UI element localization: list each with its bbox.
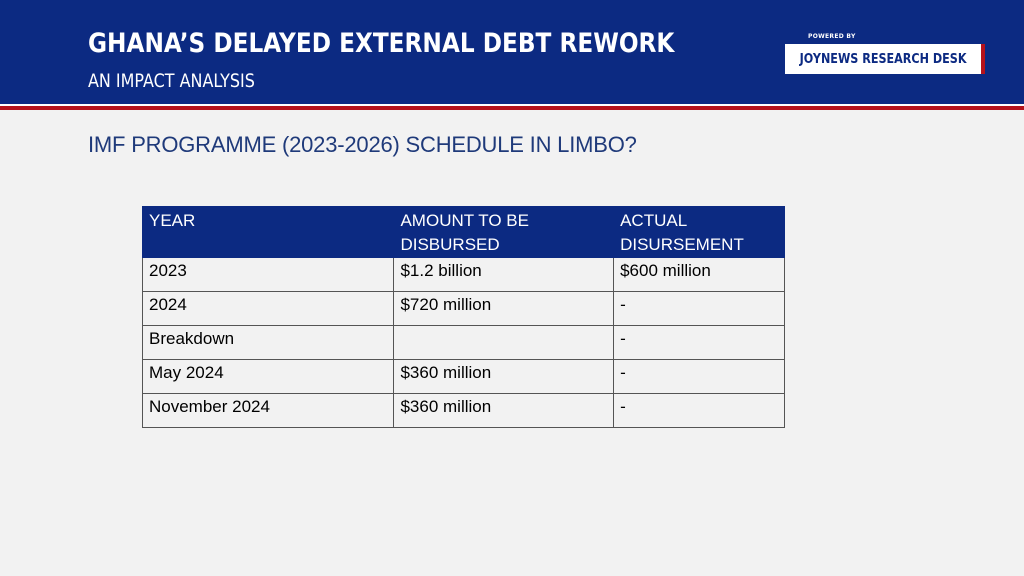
cell-year: 2024 [141,291,395,326]
table-row: 2023 $1.2 billion $600 million [141,257,785,292]
cell-year: May 2024 [141,359,395,394]
column-header-actual: ACTUAL DISURSEMENT [613,206,785,258]
cell-actual: - [613,359,785,394]
column-header-year: YEAR [141,206,395,258]
cell-actual: $600 million [613,257,785,292]
table-row: Breakdown - [141,325,785,360]
cell-amount: $1.2 billion [393,257,615,292]
table-row: 2024 $720 million - [141,291,785,326]
powered-by-label: POWERED BY [808,33,856,40]
page-subtitle: AN IMPACT ANALYSIS [88,70,255,92]
cell-year: November 2024 [141,393,395,428]
cell-amount [393,325,615,360]
cell-actual: - [613,291,785,326]
section-heading: IMF PROGRAMME (2023-2026) SCHEDULE IN LI… [88,132,637,157]
cell-actual: - [613,393,785,428]
cell-amount: $360 million [393,393,615,428]
page-title: GHANA’S DELAYED EXTERNAL DEBT REWORK [88,28,675,59]
header-divider-white [0,104,1024,106]
cell-actual: - [613,325,785,360]
brand-badge: JOYNEWS RESEARCH DESK [785,44,985,74]
table-header-row: YEAR AMOUNT TO BE DISBURSED ACTUAL DISUR… [141,206,785,258]
table-row: November 2024 $360 million - [141,393,785,428]
cell-amount: $720 million [393,291,615,326]
cell-amount: $360 million [393,359,615,394]
column-header-amount: AMOUNT TO BE DISBURSED [393,206,615,258]
table-row: May 2024 $360 million - [141,359,785,394]
disbursement-table: YEAR AMOUNT TO BE DISBURSED ACTUAL DISUR… [141,206,785,428]
brand-name: JOYNEWS RESEARCH DESK [799,51,967,67]
cell-year: 2023 [141,257,395,292]
header-divider-red [0,106,1024,110]
header-banner: GHANA’S DELAYED EXTERNAL DEBT REWORK AN … [0,0,1024,104]
cell-year: Breakdown [141,325,395,360]
